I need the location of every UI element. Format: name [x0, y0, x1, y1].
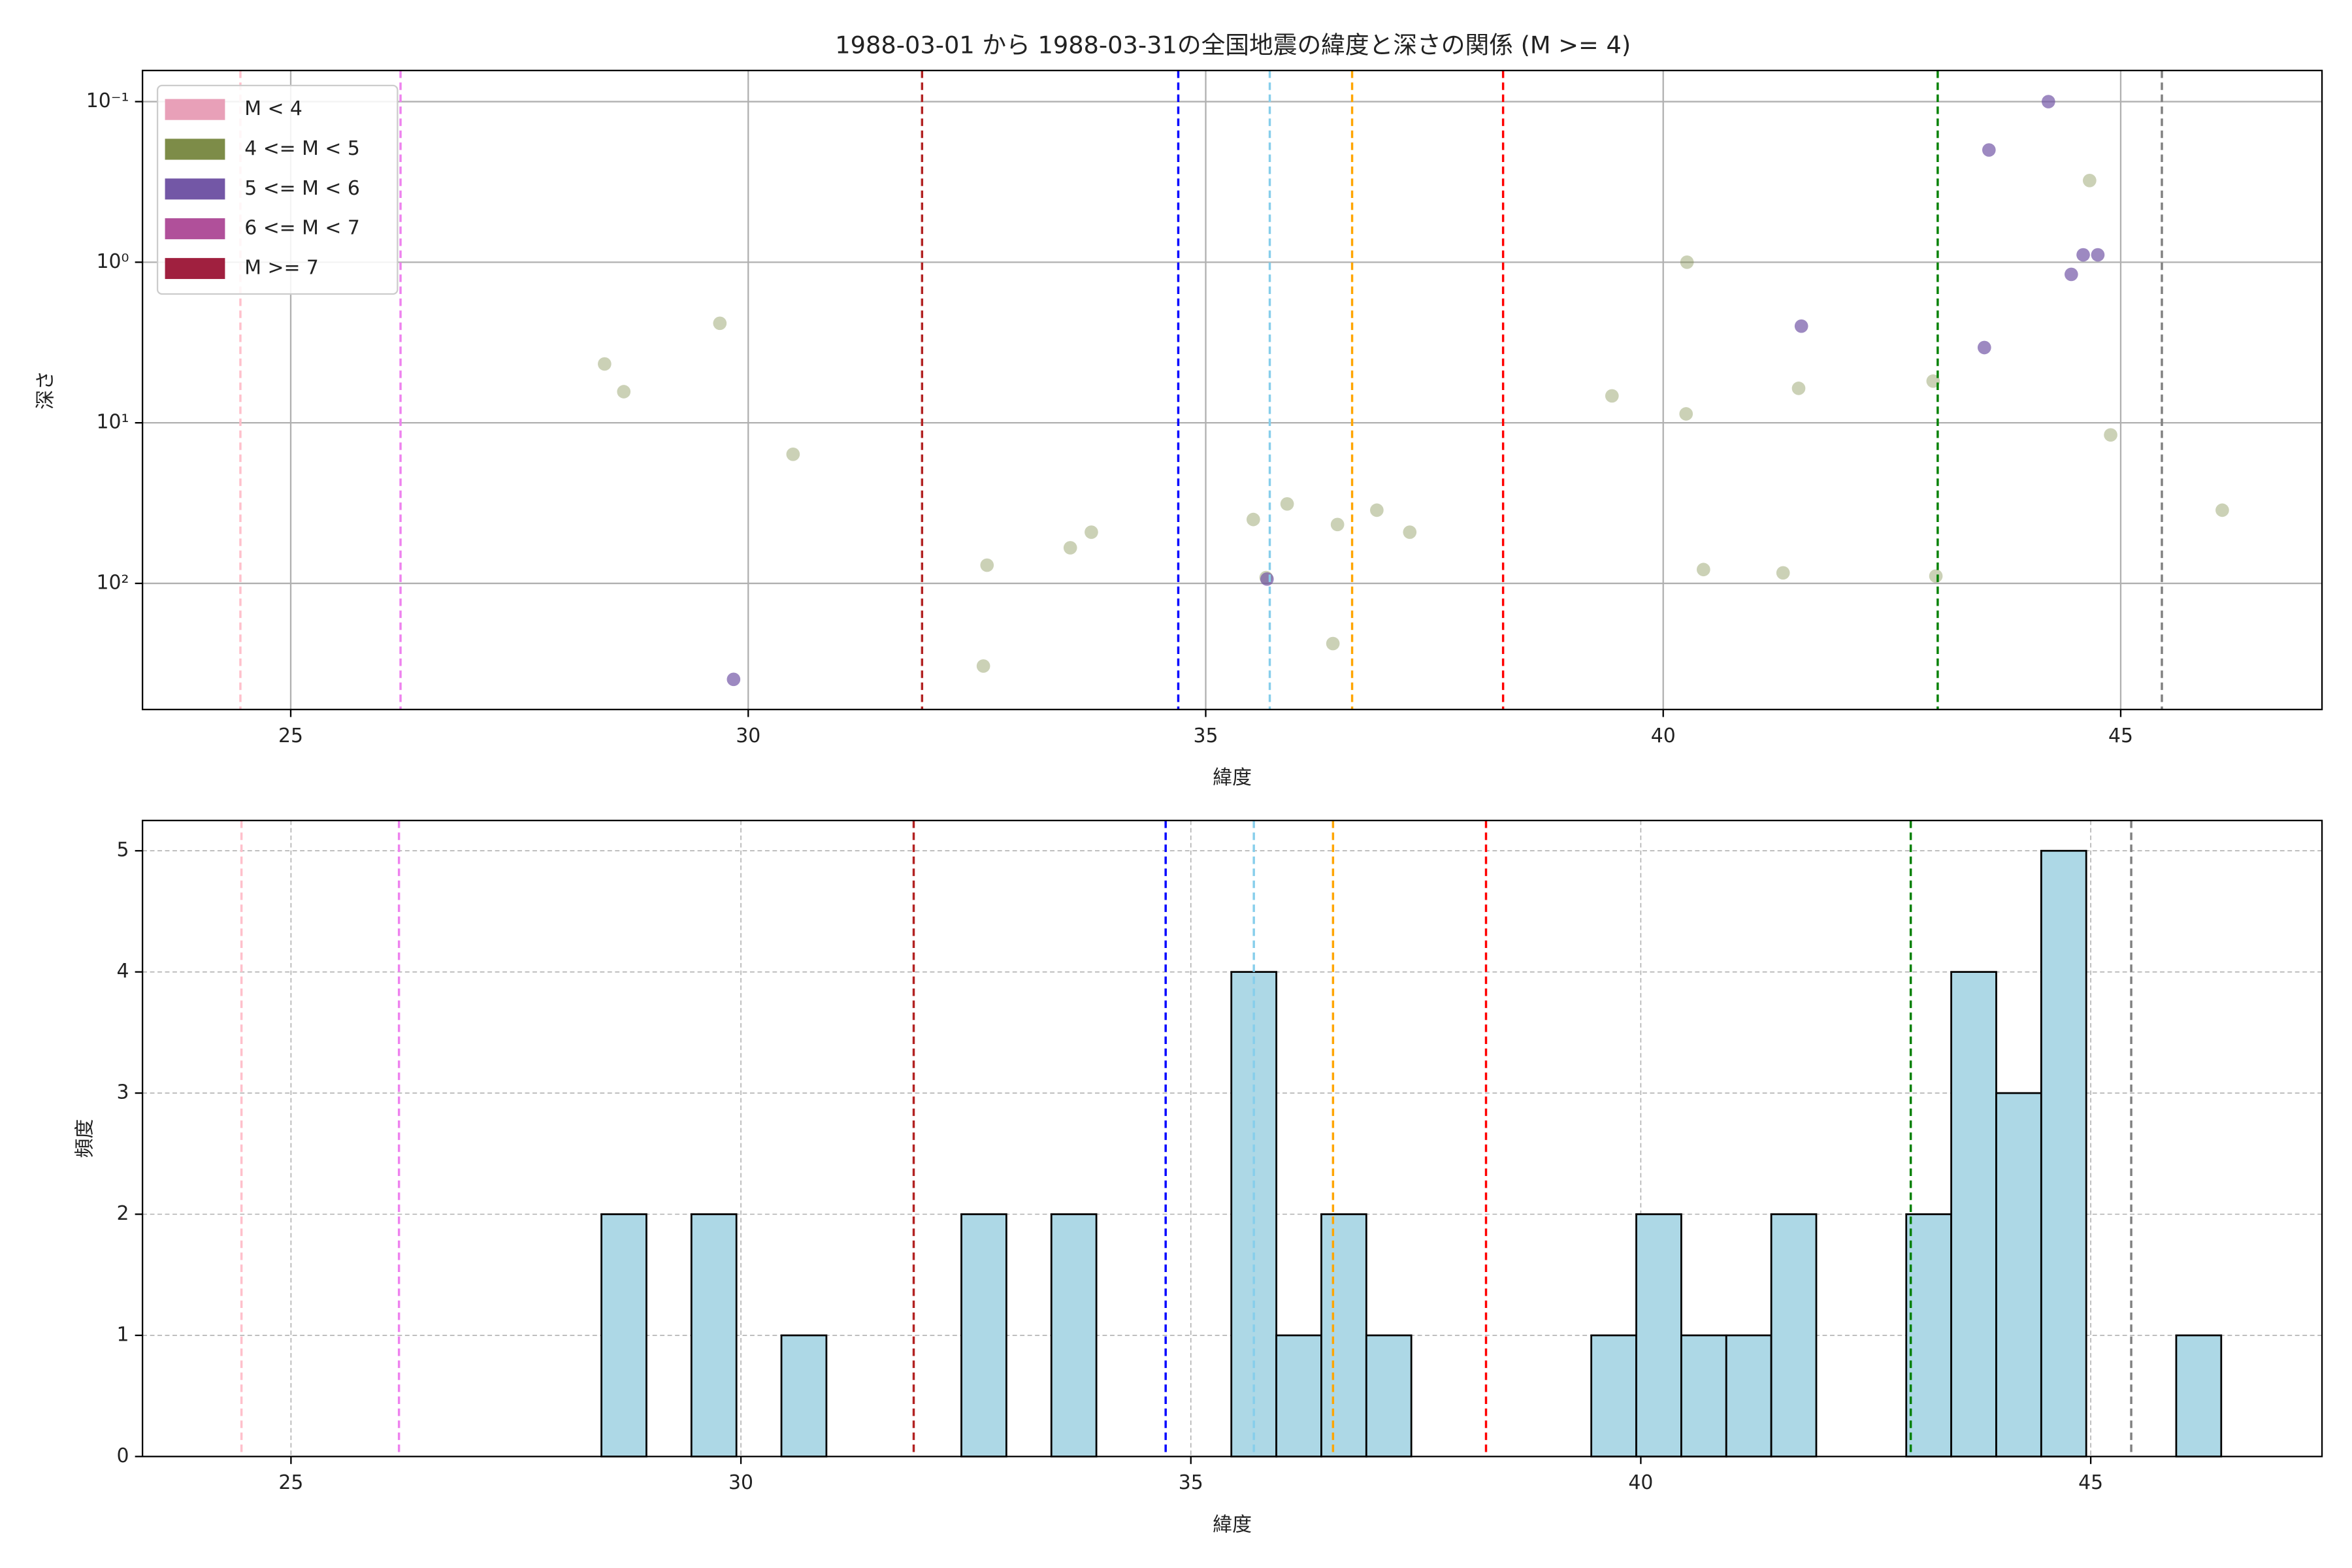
scatter-point: [1977, 340, 1991, 355]
scatter-point: [1697, 563, 1710, 577]
x-axis-label: 緯度: [1213, 766, 1252, 789]
legend-swatch: [165, 257, 225, 280]
legend-swatch: [165, 139, 225, 160]
y-tick-label: 3: [116, 1081, 129, 1104]
y-tick-label: 10⁻¹: [86, 90, 129, 112]
histogram-bar: [1275, 1334, 1322, 1458]
x-tick-label: 45: [2078, 1471, 2103, 1494]
scatter-point: [598, 357, 612, 371]
histogram-bar: [1770, 1213, 1818, 1458]
scatter-point: [1680, 255, 1694, 269]
histogram-bar: [1365, 1334, 1413, 1458]
x-tick-label: 25: [278, 725, 303, 747]
chart-title: 1988-03-01 から 1988-03-31の全国地震の緯度と深さの関係 (…: [835, 31, 1631, 59]
y-tick-label: 5: [116, 839, 129, 862]
legend-label: 5 <= M < 6: [244, 177, 360, 200]
x-tick-label: 40: [1651, 725, 1676, 747]
scatter-point: [2083, 173, 2097, 188]
scatter-point: [2065, 267, 2078, 282]
legend-label: M < 4: [244, 97, 302, 120]
histogram-bar: [1590, 1334, 1637, 1458]
x-tick-label: 40: [1628, 1471, 1653, 1494]
legend: M < 4 4 <= M < 5 5 <= M < 6 6 <= M < 7 M >= …: [156, 84, 399, 295]
scatter-point: [1326, 636, 1340, 651]
x-tick-label: 30: [728, 1471, 753, 1494]
histogram-bar: [960, 1213, 1007, 1458]
histogram-bar: [690, 1213, 738, 1458]
scatter-point: [1679, 407, 1693, 421]
x-tick-label: 35: [1193, 725, 1218, 747]
scatter-point: [976, 659, 990, 673]
scatter-point: [1929, 569, 1943, 583]
scatter-point: [1605, 389, 1619, 403]
legend-swatch: [165, 99, 225, 120]
y-tick-label: 2: [116, 1202, 129, 1225]
scatter-point: [1791, 382, 1806, 395]
scatter-point: [2104, 428, 2117, 442]
y-axis-label: 頻度: [73, 1119, 96, 1158]
histogram-bar: [1680, 1334, 1727, 1458]
scatter-point: [1926, 374, 1940, 388]
y-tick-label: 10¹: [97, 411, 129, 434]
x-tick-label: 35: [1179, 1471, 1203, 1494]
plot-frame: [141, 819, 2323, 1458]
x-tick-label: 45: [2108, 725, 2133, 747]
y-tick-label: 10⁰: [97, 250, 129, 273]
scatter-point: [2215, 503, 2229, 517]
histogram-bar: [2040, 849, 2087, 1458]
legend-label: 6 <= M < 7: [244, 217, 360, 240]
y-tick-label: 10²: [97, 571, 129, 594]
scatter-point: [1982, 143, 1996, 157]
legend-frame: [156, 84, 399, 295]
scatter-point: [786, 447, 800, 461]
histogram-bar: [1950, 971, 1997, 1458]
histogram-bar: [1320, 1213, 1367, 1458]
scatter-point: [617, 385, 631, 399]
x-tick-label: 25: [278, 1471, 303, 1494]
scatter-point: [1063, 541, 1077, 555]
scatter-point: [1280, 497, 1294, 511]
scatter-point: [1370, 503, 1384, 517]
x-axis-label: 緯度: [1213, 1513, 1252, 1536]
histogram-bar: [2175, 1334, 2223, 1458]
scatter-point: [1776, 566, 1790, 580]
legend-label: M >= 7: [244, 256, 319, 279]
histogram-bar: [1905, 1213, 1952, 1458]
x-tick-label: 30: [736, 725, 760, 747]
scatter-point: [1330, 517, 1345, 532]
scatter-point: [2076, 248, 2090, 262]
histogram-bar: [1725, 1334, 1772, 1458]
legend-swatch: [165, 218, 225, 240]
scatter-point: [1403, 525, 1417, 539]
scatter-point: [2091, 248, 2105, 262]
scatter-point: [713, 316, 727, 331]
scatter-point: [1085, 525, 1098, 539]
y-tick-label: 4: [116, 960, 129, 983]
y-tick-label: 1: [116, 1323, 129, 1346]
scatter-point: [1260, 572, 1274, 586]
scatter-point: [1794, 319, 1808, 333]
y-tick-label: 0: [116, 1445, 129, 1467]
histogram-bar: [1995, 1092, 2042, 1458]
histogram-bar: [600, 1213, 647, 1458]
histogram-bar: [1050, 1213, 1098, 1458]
scatter-point: [980, 558, 994, 572]
scatter-point: [2042, 95, 2055, 108]
histogram-bar: [1230, 971, 1277, 1458]
y-axis-label: 深さ: [35, 370, 57, 410]
scatter-point: [727, 672, 741, 687]
histogram-bar: [780, 1334, 828, 1458]
legend-swatch: [165, 178, 225, 200]
plot-frame: [141, 69, 2323, 711]
scatter-point: [1246, 512, 1260, 527]
histogram-bar: [1635, 1213, 1682, 1458]
legend-label: 4 <= M < 5: [244, 137, 360, 160]
